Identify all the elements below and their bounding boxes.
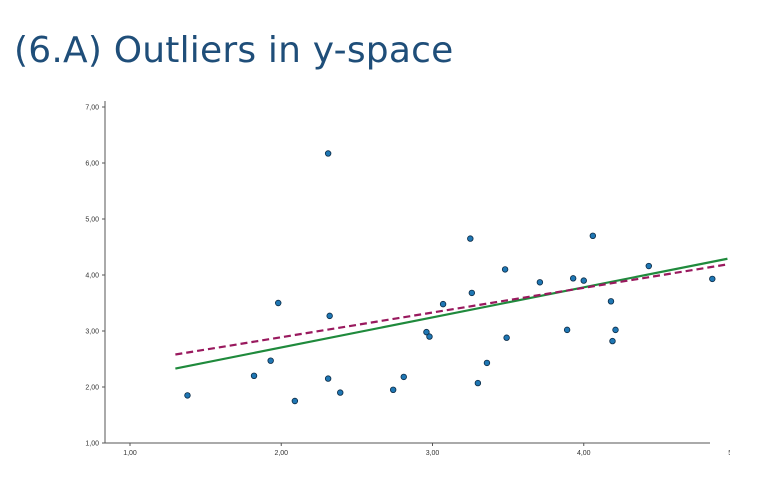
data-point [645,262,652,270]
data-point [483,359,491,367]
data-point [324,150,332,157]
data-point [423,328,430,336]
data-point [337,389,344,396]
data-point [501,266,509,273]
data-point [267,357,274,364]
fit-lines [175,257,728,370]
data-point [580,277,587,284]
data-point [536,279,544,286]
data-points [184,150,716,405]
x-tick-label: 2,00 [274,450,288,457]
x-tick-label: 4,00 [577,450,591,457]
axes [104,101,710,444]
y-tick-label: 1,00 [85,441,99,448]
data-point [612,326,619,334]
data-point [474,379,482,387]
data-point [275,299,282,307]
data-point [503,334,510,341]
data-point [589,232,597,239]
data-point [468,289,476,297]
y-tick-label: 6,00 [85,161,99,168]
fit-line-dashed [175,263,728,356]
data-point [326,312,333,320]
data-point [184,392,191,399]
y-tick-label: 4,00 [85,273,99,280]
data-point [607,298,615,305]
data-point [569,275,577,282]
data-point [324,375,332,382]
scatter-plot: 1,00 2,00 3,00 4,00 5,00 1,00 2,00 3,00 4,00 5,00… [60,95,742,470]
data-point [400,373,407,381]
data-point [439,300,447,308]
scatter-chart-svg: 1,00 2,00 3,00 4,00 5,00 1,00 2,00 3,00 4,00 5,00… [85,101,742,457]
data-point [250,372,258,379]
data-point [389,386,397,393]
data-point [709,275,716,283]
data-point [291,397,299,405]
x-tick-label: 1,00 [123,450,137,457]
y-tick-label: 2,00 [85,385,99,392]
data-point [563,326,571,334]
fit-line-solid [175,257,728,370]
x-tick-label: 5,00 [728,450,730,457]
x-tick-label: 3,00 [426,450,440,457]
slide-title: (6.A) Outliers in y-space [14,30,454,71]
data-point [609,337,616,345]
y-tick-label: 7,00 [85,105,99,112]
y-tick-label: 5,00 [85,217,99,224]
data-point [467,235,474,242]
data-point [426,333,433,340]
y-tick-label: 3,00 [85,329,99,336]
